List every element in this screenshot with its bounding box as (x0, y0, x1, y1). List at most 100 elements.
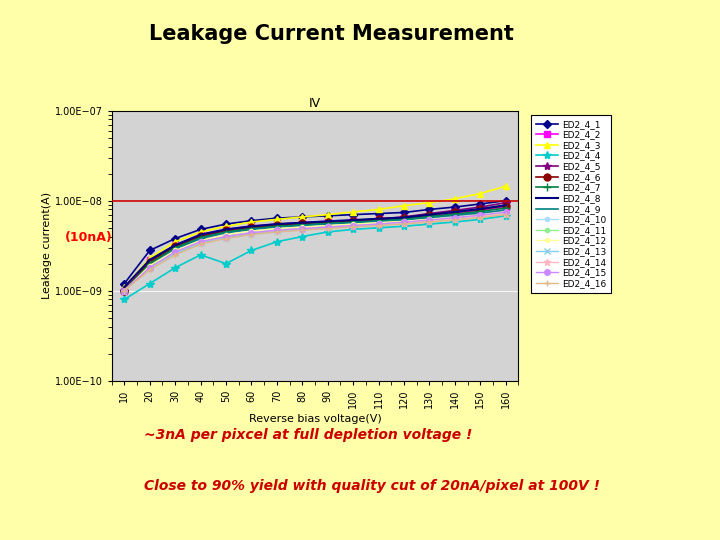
Line: ED2_4_1: ED2_4_1 (122, 198, 508, 286)
ED2_4_15 (145, 265, 154, 271)
ED2_4_6 (222, 227, 230, 233)
ED2_4_7 (298, 221, 307, 228)
ED2_4_8 (348, 217, 357, 223)
ED2_4_13 (273, 228, 282, 234)
ED2_4_12 (348, 221, 357, 227)
ED2_4_7 (222, 228, 230, 235)
ED2_4_15 (197, 239, 205, 245)
ED2_4_14 (425, 218, 433, 224)
ED2_4_6 (298, 220, 307, 227)
ED2_4_7 (171, 245, 179, 251)
Line: ED2_4_9: ED2_4_9 (125, 210, 505, 291)
ED2_4_4 (171, 265, 179, 271)
ED2_4_9 (501, 207, 510, 213)
ED2_4_2 (400, 215, 408, 221)
ED2_4_5 (425, 210, 433, 217)
ED2_4_10 (451, 214, 459, 221)
ED2_4_3 (247, 219, 256, 225)
ED2_4_16 (298, 227, 307, 233)
ED2_4_6 (425, 211, 433, 218)
ED2_4_5 (120, 287, 129, 294)
ED2_4_9 (298, 222, 307, 229)
ED2_4_14 (197, 239, 205, 245)
ED2_4_14 (323, 224, 332, 230)
ED2_4_11 (171, 250, 179, 256)
ED2_4_3 (273, 216, 282, 222)
ED2_4_9 (273, 224, 282, 230)
ED2_4_4 (197, 252, 205, 258)
ED2_4_1 (476, 201, 485, 207)
ED2_4_9 (197, 235, 205, 242)
ED2_4_15 (222, 233, 230, 240)
ED2_4_11 (298, 225, 307, 232)
ED2_4_7 (425, 213, 433, 220)
ED2_4_6 (323, 219, 332, 225)
ED2_4_15 (120, 287, 129, 294)
ED2_4_15 (323, 224, 332, 230)
ED2_4_4 (400, 223, 408, 230)
ED2_4_6 (374, 216, 383, 222)
ED2_4_12 (451, 214, 459, 221)
ED2_4_16 (425, 219, 433, 225)
ED2_4_16 (476, 214, 485, 221)
ED2_4_6 (120, 287, 129, 294)
ED2_4_12 (374, 219, 383, 226)
ED2_4_8 (374, 215, 383, 222)
ED2_4_13 (476, 213, 485, 220)
ED2_4_7 (273, 223, 282, 230)
ED2_4_2 (120, 287, 129, 294)
ED2_4_10 (222, 232, 230, 239)
ED2_4_12 (400, 218, 408, 225)
ED2_4_4 (247, 247, 256, 254)
ED2_4_6 (476, 206, 485, 213)
Line: ED2_4_2: ED2_4_2 (122, 204, 508, 293)
ED2_4_7 (451, 211, 459, 217)
ED2_4_7 (197, 234, 205, 241)
ED2_4_14 (247, 230, 256, 236)
Line: ED2_4_10: ED2_4_10 (122, 210, 508, 293)
ED2_4_9 (171, 246, 179, 252)
Text: Close to 90% yield with quality cut of 20nA/pixel at 100V !: Close to 90% yield with quality cut of 2… (144, 479, 600, 493)
ED2_4_9 (425, 214, 433, 221)
ED2_4_8 (298, 219, 307, 226)
ED2_4_4 (323, 228, 332, 235)
ED2_4_8 (171, 242, 179, 248)
Title: IV: IV (309, 97, 321, 110)
ED2_4_14 (222, 233, 230, 240)
ED2_4_10 (145, 265, 154, 271)
ED2_4_11 (374, 221, 383, 227)
ED2_4_6 (197, 232, 205, 239)
ED2_4_8 (145, 256, 154, 263)
ED2_4_13 (425, 218, 433, 224)
ED2_4_8 (323, 218, 332, 225)
Line: ED2_4_8: ED2_4_8 (125, 205, 505, 287)
ED2_4_10 (348, 221, 357, 228)
ED2_4_4 (348, 226, 357, 233)
ED2_4_15 (247, 230, 256, 236)
ED2_4_1 (171, 235, 179, 242)
ED2_4_10 (171, 248, 179, 255)
ED2_4_4 (501, 213, 510, 219)
ED2_4_3 (451, 195, 459, 202)
ED2_4_16 (120, 287, 129, 294)
ED2_4_1 (197, 226, 205, 233)
ED2_4_12 (273, 225, 282, 232)
ED2_4_15 (501, 208, 510, 215)
ED2_4_2 (476, 207, 485, 214)
ED2_4_6 (501, 202, 510, 209)
ED2_4_1 (451, 204, 459, 210)
ED2_4_16 (400, 221, 408, 227)
ED2_4_3 (145, 255, 154, 261)
ED2_4_1 (222, 221, 230, 227)
ED2_4_6 (171, 243, 179, 249)
ED2_4_7 (374, 218, 383, 224)
ED2_4_4 (476, 216, 485, 222)
Line: ED2_4_16: ED2_4_16 (121, 211, 509, 294)
ED2_4_16 (197, 241, 205, 247)
ED2_4_5 (476, 204, 485, 210)
ED2_4_1 (298, 214, 307, 220)
ED2_4_4 (451, 219, 459, 225)
Line: ED2_4_6: ED2_4_6 (121, 202, 509, 294)
ED2_4_3 (348, 208, 357, 215)
ED2_4_3 (501, 183, 510, 190)
